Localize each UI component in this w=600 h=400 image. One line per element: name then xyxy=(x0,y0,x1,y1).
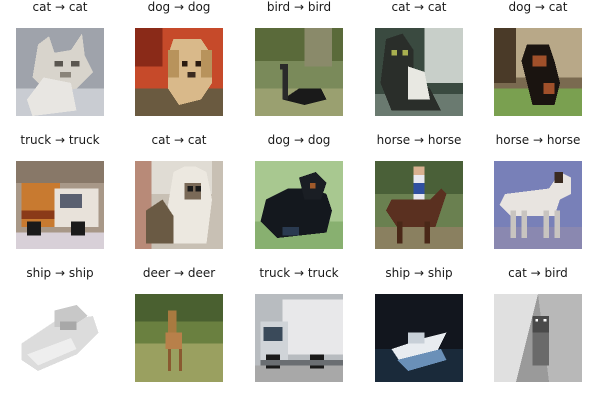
sample-cell: bird → bird xyxy=(244,0,354,118)
bird-image xyxy=(255,28,343,116)
sample-cell: truck → truck xyxy=(5,133,115,251)
truck-image xyxy=(16,161,104,249)
cat-image xyxy=(16,28,104,116)
sample-caption: cat → cat xyxy=(32,0,88,14)
ship-image xyxy=(16,294,104,382)
cat-image xyxy=(375,28,463,116)
dog-image xyxy=(255,161,343,249)
sample-caption: horse → horse xyxy=(376,133,462,147)
horse-image xyxy=(494,161,582,249)
sample-cell: dog → dog xyxy=(124,0,234,118)
sample-caption: truck → truck xyxy=(259,266,339,280)
sample-cell: dog → cat xyxy=(483,0,593,118)
truck-image xyxy=(255,294,343,382)
sample-caption: horse → horse xyxy=(495,133,581,147)
sample-caption: bird → bird xyxy=(266,0,332,14)
cat-image xyxy=(494,294,582,382)
cat-image xyxy=(135,161,223,249)
sample-caption: cat → cat xyxy=(151,133,207,147)
deer-image xyxy=(135,294,223,382)
sample-cell: truck → truck xyxy=(244,266,354,384)
sample-caption: cat → bird xyxy=(508,266,568,280)
sample-cell: dog → dog xyxy=(244,133,354,251)
sample-cell: cat → bird xyxy=(483,266,593,384)
dog-image xyxy=(135,28,223,116)
sample-cell: cat → cat xyxy=(124,133,234,251)
sample-cell: cat → cat xyxy=(364,0,474,118)
sample-cell: ship → ship xyxy=(364,266,474,384)
sample-caption: ship → ship xyxy=(26,266,94,280)
sample-cell: horse → horse xyxy=(483,133,593,251)
ship-image xyxy=(375,294,463,382)
sample-caption: cat → cat xyxy=(391,0,447,14)
sample-caption: dog → cat xyxy=(508,0,568,14)
sample-caption: ship → ship xyxy=(385,266,453,280)
sample-caption: dog → dog xyxy=(267,133,331,147)
sample-cell: ship → ship xyxy=(5,266,115,384)
dog-image xyxy=(494,28,582,116)
sample-caption: deer → deer xyxy=(142,266,216,280)
horse-image xyxy=(375,161,463,249)
sample-cell: horse → horse xyxy=(364,133,474,251)
sample-caption: truck → truck xyxy=(20,133,100,147)
sample-cell: cat → cat xyxy=(5,0,115,118)
sample-caption: dog → dog xyxy=(147,0,211,14)
sample-cell: deer → deer xyxy=(124,266,234,384)
